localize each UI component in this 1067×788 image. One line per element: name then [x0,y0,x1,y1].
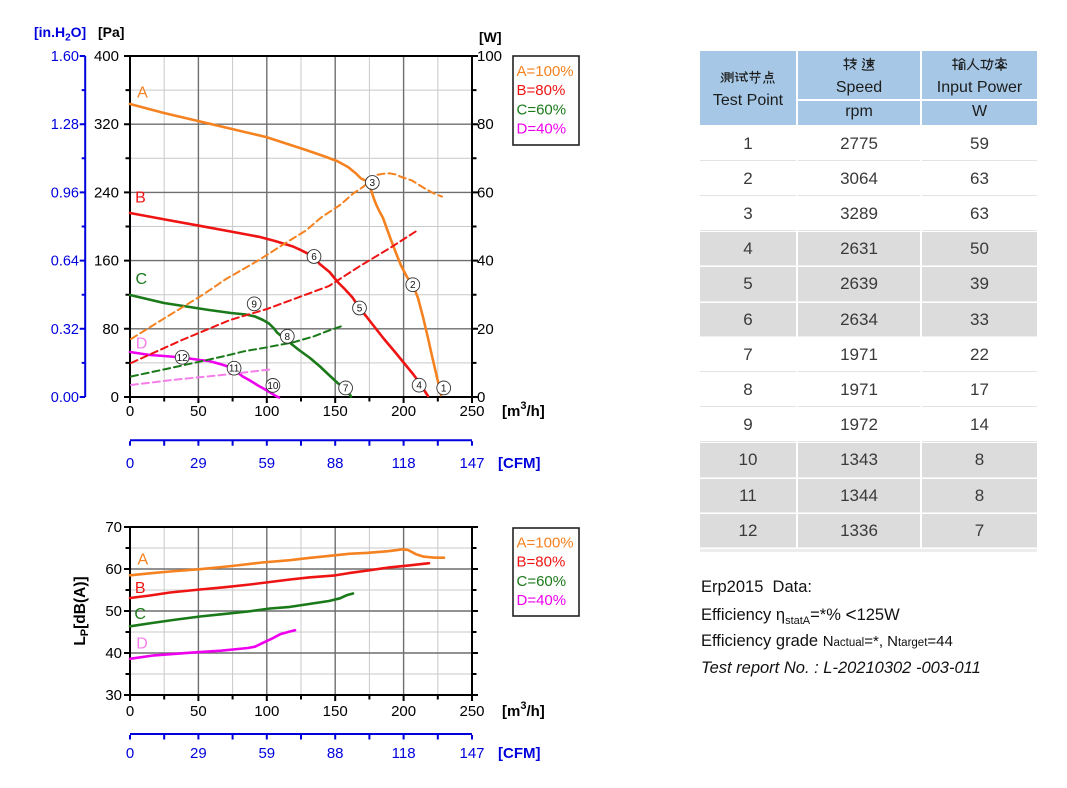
svg-text:8: 8 [285,332,291,343]
svg-text:A: A [137,551,148,568]
svg-text:147: 147 [459,455,484,472]
svg-text:150: 150 [323,703,348,720]
svg-text:118: 118 [392,745,416,762]
svg-text:150: 150 [323,403,348,420]
svg-text:400: 400 [94,48,119,65]
svg-text:A: A [137,85,148,102]
svg-text:20: 20 [477,321,494,338]
svg-text:B: B [135,580,146,597]
svg-text:A=100%: A=100% [517,535,574,552]
svg-text:147: 147 [459,745,484,762]
svg-text:A=100%: A=100% [517,63,574,80]
svg-text:80: 80 [102,321,119,338]
svg-text:0.00: 0.00 [51,390,79,406]
svg-text:2: 2 [410,280,416,291]
svg-text:320: 320 [94,116,119,133]
svg-text:B=80%: B=80% [517,554,566,571]
svg-text:88: 88 [327,455,344,472]
svg-text:C: C [136,271,148,288]
svg-text:100: 100 [254,703,279,720]
svg-text:200: 200 [391,403,416,420]
svg-text:5: 5 [357,304,363,315]
svg-text:[W]: [W] [479,29,502,45]
svg-text:6: 6 [311,252,317,263]
svg-text:80: 80 [477,116,494,133]
svg-text:100: 100 [477,48,502,65]
svg-text:250: 250 [459,703,484,720]
svg-text:0: 0 [111,389,119,406]
svg-text:LP[dB(A)]: LP[dB(A)] [72,576,91,645]
svg-text:118: 118 [392,455,416,472]
svg-text:10: 10 [267,381,279,392]
svg-text:0: 0 [126,403,134,420]
svg-text:60: 60 [105,561,122,578]
svg-text:[m3/h]: [m3/h] [502,400,545,420]
svg-text:60: 60 [477,184,494,201]
svg-text:7: 7 [343,383,349,394]
svg-text:C=60%: C=60% [517,573,567,590]
svg-text:D=40%: D=40% [517,592,567,609]
svg-text:0: 0 [126,455,134,472]
svg-text:1.28: 1.28 [51,117,79,133]
svg-text:9: 9 [251,299,257,310]
svg-text:29: 29 [190,745,207,762]
svg-text:[CFM]: [CFM] [498,455,540,472]
svg-text:0: 0 [126,745,134,762]
svg-text:240: 240 [94,184,119,201]
svg-text:1.60: 1.60 [51,49,79,65]
svg-text:D: D [136,636,148,653]
svg-text:50: 50 [190,403,207,420]
svg-text:200: 200 [391,703,416,720]
svg-text:0.96: 0.96 [51,185,79,201]
svg-text:88: 88 [327,745,344,762]
svg-text:50: 50 [105,603,122,620]
svg-text:0: 0 [126,703,134,720]
svg-text:29: 29 [190,455,207,472]
svg-text:40: 40 [477,253,494,270]
svg-text:0.32: 0.32 [51,322,79,338]
svg-text:D=40%: D=40% [517,121,567,138]
svg-text:C: C [134,606,146,623]
svg-text:1: 1 [441,383,447,394]
svg-text:30: 30 [105,687,122,704]
svg-text:[CFM]: [CFM] [498,745,540,762]
svg-text:160: 160 [94,253,119,270]
svg-text:[in.H2O]: [in.H2O] [34,24,86,44]
svg-text:C=60%: C=60% [517,101,567,118]
svg-text:B: B [135,190,146,207]
svg-text:4: 4 [416,381,422,392]
svg-text:12: 12 [177,353,189,364]
svg-text:40: 40 [105,645,122,662]
svg-text:D: D [136,336,148,353]
svg-text:0: 0 [477,389,485,406]
svg-text:100: 100 [254,403,279,420]
svg-text:50: 50 [190,703,207,720]
svg-text:70: 70 [105,519,122,536]
svg-text:[Pa]: [Pa] [98,24,124,40]
svg-text:11: 11 [229,364,240,375]
svg-text:[m3/h]: [m3/h] [502,700,545,720]
svg-text:0.64: 0.64 [51,254,79,270]
svg-text:59: 59 [258,455,275,472]
svg-text:59: 59 [258,745,275,762]
svg-text:3: 3 [370,178,376,189]
svg-text:250: 250 [459,403,484,420]
svg-text:B=80%: B=80% [517,82,566,99]
